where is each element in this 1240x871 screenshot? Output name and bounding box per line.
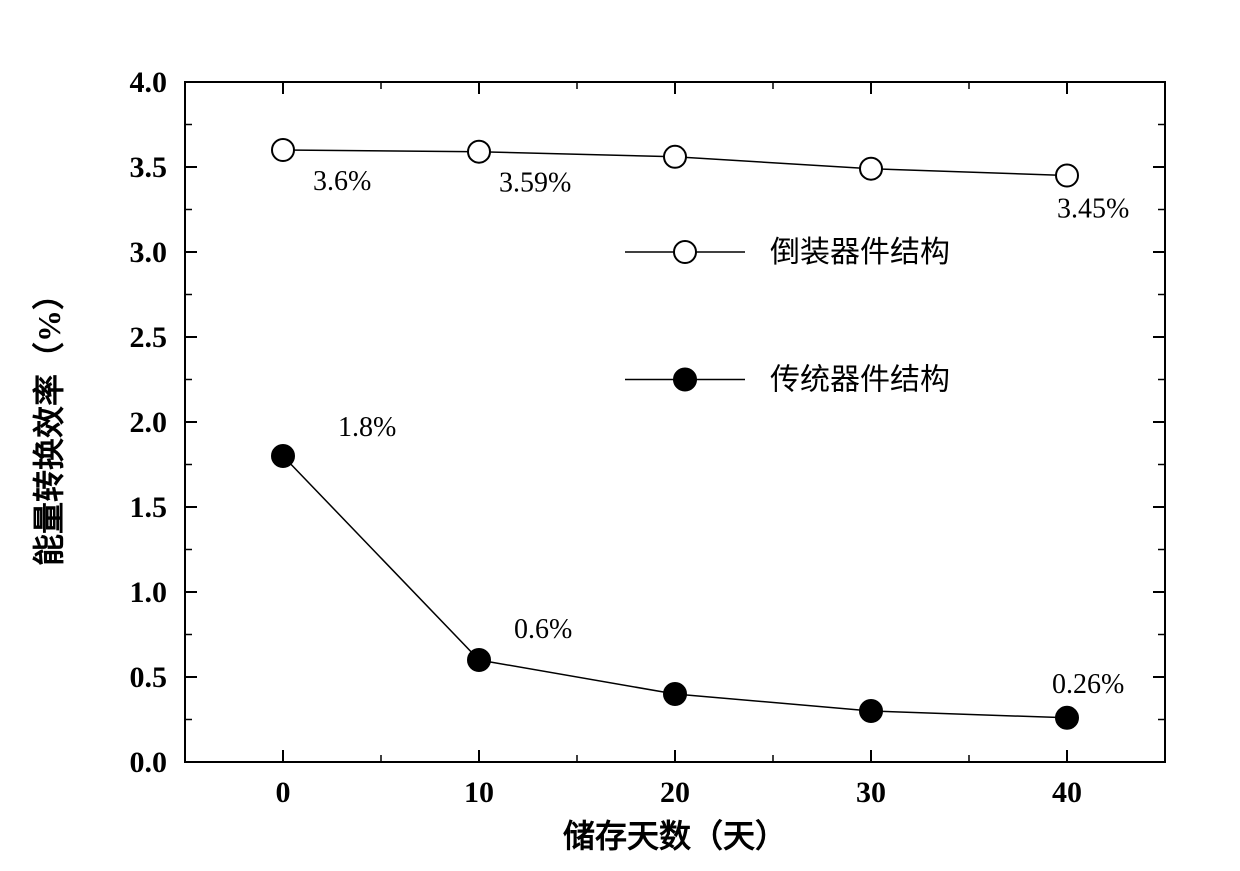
- series-marker-1: [860, 700, 882, 722]
- data-label: 3.6%: [313, 166, 371, 197]
- chart-container: 0 10 20 30 40 0.0 0.5 1.0 1.5 2.0 2.5 3.0 3.5 4.0 储存天数…: [0, 0, 1240, 871]
- y-tick-label: 4.0: [130, 66, 168, 99]
- data-label: 3.45%: [1057, 194, 1129, 225]
- series-marker-1: [664, 683, 686, 705]
- x-tick-label: 20: [660, 776, 690, 809]
- legend-marker-0: [674, 241, 696, 263]
- y-tick-label: 1.0: [130, 576, 168, 609]
- y-tick-label: 0.0: [130, 746, 168, 779]
- legend-label-0: 倒装器件结构: [770, 236, 950, 269]
- series-marker-1: [1056, 707, 1078, 729]
- data-label: 3.59%: [499, 168, 571, 199]
- y-tick-label: 2.0: [130, 406, 168, 439]
- series-marker-0: [272, 139, 294, 161]
- x-tick-label: 30: [856, 776, 886, 809]
- data-label: 0.6%: [514, 614, 572, 645]
- y-tick-label: 3.0: [130, 236, 168, 269]
- series-marker-0: [664, 146, 686, 168]
- x-axis-label: 储存天数（天）: [563, 818, 787, 854]
- data-label: 0.26%: [1052, 669, 1124, 700]
- y-tick-label: 2.5: [130, 321, 168, 354]
- line-chart: 0 10 20 30 40 0.0 0.5 1.0 1.5 2.0 2.5 3.0 3.5 4.0 储存天数…: [0, 0, 1240, 871]
- y-axis-label: 能量转换效率（%）: [31, 278, 67, 566]
- x-tick-label: 0: [276, 776, 291, 809]
- series-marker-1: [272, 445, 294, 467]
- series-marker-1: [468, 649, 490, 671]
- series-marker-0: [468, 141, 490, 163]
- legend-marker-1: [674, 369, 696, 391]
- x-tick-label: 10: [464, 776, 494, 809]
- y-tick-label: 0.5: [130, 661, 168, 694]
- data-label: 1.8%: [338, 412, 396, 443]
- series-marker-0: [1056, 165, 1078, 187]
- y-tick-label: 3.5: [130, 151, 168, 184]
- y-tick-label: 1.5: [130, 491, 168, 524]
- legend-label-1: 传统器件结构: [770, 364, 950, 397]
- x-tick-label: 40: [1052, 776, 1082, 809]
- series-marker-0: [860, 158, 882, 180]
